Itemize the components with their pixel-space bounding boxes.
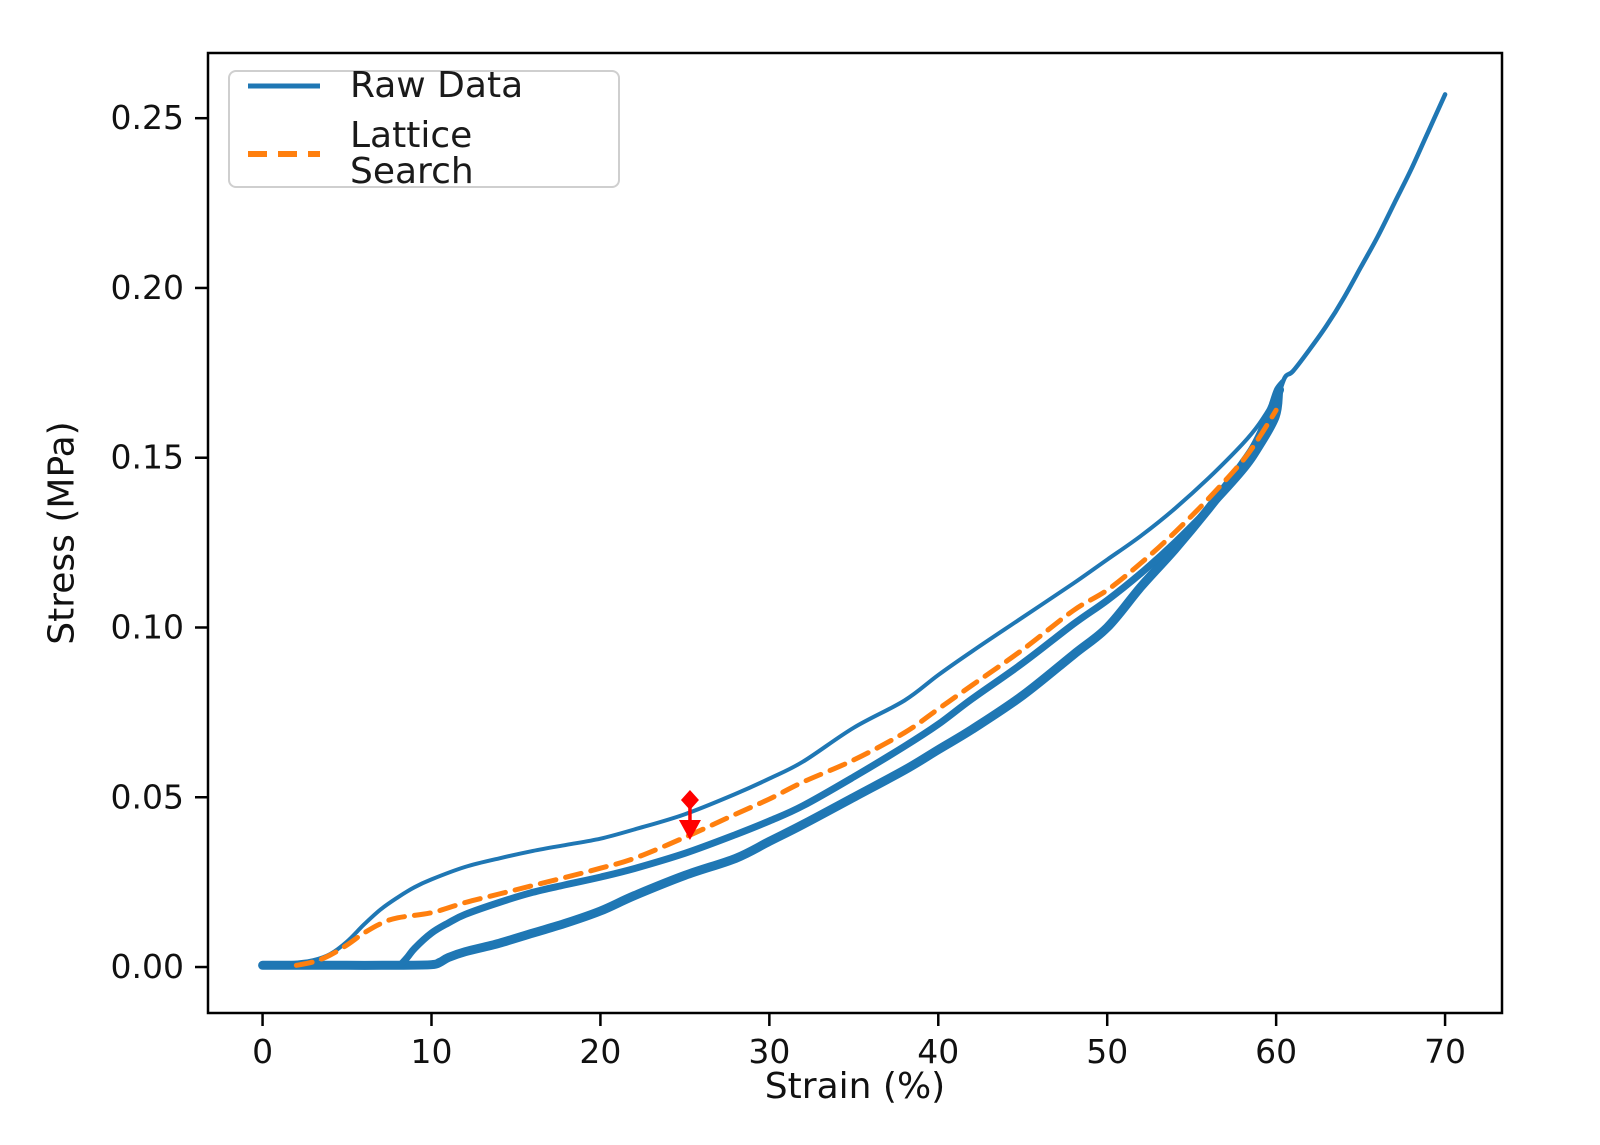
x-tick-label: 70 xyxy=(1424,1032,1466,1071)
x-tick-label: 50 xyxy=(1086,1032,1128,1071)
y-axis-label: Stress (MPa) xyxy=(41,421,83,645)
error-arrow-annotation xyxy=(678,789,701,841)
legend: Raw Data Lattice Search xyxy=(228,68,620,190)
y-tick-label: 0.25 xyxy=(111,98,184,137)
legend-item-lattice-search: Lattice Search xyxy=(246,118,602,190)
x-axis-ticks: 0 10 20 30 40 50 60 70 xyxy=(252,1013,1466,1071)
y-tick-label: 0.20 xyxy=(111,268,184,307)
plot-frame xyxy=(206,51,1504,1015)
lattice-search-fit xyxy=(293,407,1279,968)
annotation-arrowhead xyxy=(678,820,701,841)
y-tick-label: 0.10 xyxy=(111,607,184,646)
raw-data-line-swatch xyxy=(248,83,320,89)
raw-reloading-bundle xyxy=(397,389,1283,968)
raw-unloading-bundle xyxy=(258,385,1285,970)
x-tick-label: 30 xyxy=(748,1032,790,1071)
x-tick-label: 60 xyxy=(1255,1032,1297,1071)
data-curves xyxy=(258,92,1448,970)
x-tick-label: 20 xyxy=(579,1032,621,1071)
raw-first-loading xyxy=(260,382,1284,967)
raw-peak-hook xyxy=(1269,379,1285,406)
y-axis-ticks: 0.00 0.05 0.10 0.15 0.20 0.25 xyxy=(111,98,208,986)
raw-final-loading xyxy=(1265,92,1448,435)
y-tick-label: 0.05 xyxy=(111,777,184,816)
lattice-search-line-swatch xyxy=(248,151,320,157)
y-tick-label: 0.15 xyxy=(111,438,184,477)
legend-label-lattice-search: Lattice Search xyxy=(350,115,474,192)
x-axis-label: Strain (%) xyxy=(764,1066,946,1107)
legend-item-raw-data: Raw Data xyxy=(246,68,602,104)
y-tick-label: 0.00 xyxy=(111,947,184,986)
x-tick-label: 10 xyxy=(410,1032,452,1071)
legend-label-raw-data: Raw Data xyxy=(350,65,524,106)
x-tick-label: 0 xyxy=(252,1032,273,1071)
x-tick-label: 40 xyxy=(917,1032,959,1071)
